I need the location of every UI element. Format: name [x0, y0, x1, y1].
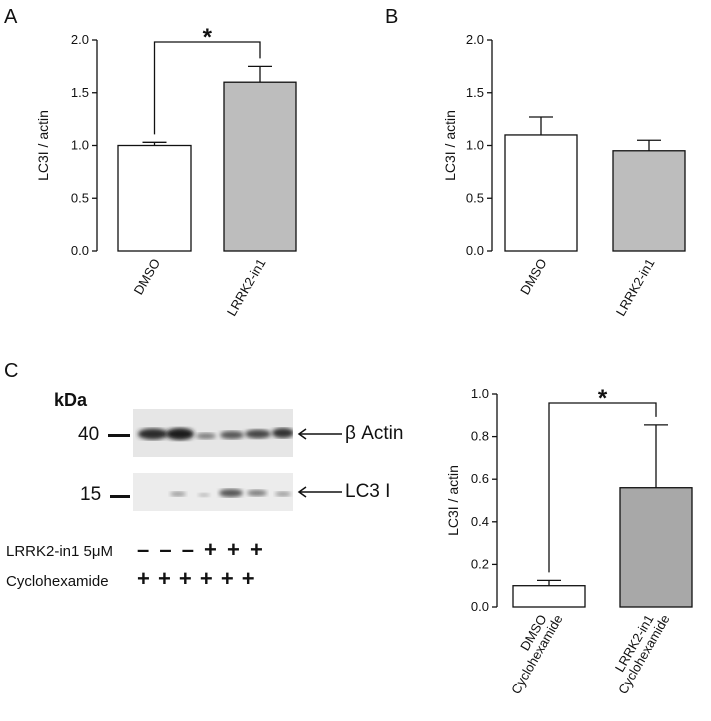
- marker-40: 40: [78, 424, 100, 445]
- chart-b-y-tick-label: 2.0: [466, 32, 484, 47]
- chart-b-bar-2: [612, 150, 686, 252]
- chart-a-y-tick-label: 1.5: [71, 85, 89, 100]
- panel-letter-c: C: [4, 360, 19, 382]
- chart-c-bar-2: [619, 487, 693, 608]
- chart-c-significance-bracket: [548, 402, 657, 573]
- chart-b-y-tick-label: 1.0: [466, 138, 484, 153]
- treatment-label-cyclohexamide: Cyclohexamide: [6, 573, 109, 590]
- marker-15: 15: [80, 484, 102, 505]
- chart-b-y-tick-label: 0.5: [466, 190, 484, 205]
- chart-a-significance-star: *: [203, 24, 213, 51]
- chart-c-significance-star: *: [598, 385, 608, 412]
- chart-c-y-tick-label: 0.0: [471, 599, 489, 614]
- western-blot: kDa 40 15 β Actin: [0, 380, 420, 610]
- actin-band-4: [220, 431, 244, 439]
- treatment-marks-cyclohexamide: + + + + + +: [137, 566, 255, 591]
- chart-c-bar-1: [512, 585, 586, 608]
- band-label-lc3: LC3 I: [345, 481, 391, 502]
- actin-band-3: [196, 433, 216, 439]
- panel-letter-a: A: [4, 6, 18, 28]
- chart-a-y-tick-label: 2.0: [71, 32, 89, 47]
- chart-c-y-tick-label: 0.4: [471, 514, 489, 529]
- blot-strip-lc3: [133, 473, 293, 511]
- treatment-label-inhibitor: LRRK2-in1 5μM: [6, 543, 114, 560]
- chart-a-category-label-1: DMSO: [131, 256, 163, 297]
- actin-band-6: [272, 428, 294, 438]
- chart-b-bar-1: [504, 134, 578, 252]
- chart-a-y-tick-label: 1.0: [71, 138, 89, 153]
- chart-b-category-label-2: LRRK2-in1: [613, 256, 658, 319]
- chart-b-y-label: LC3I / actin: [442, 110, 458, 181]
- lc3-band-2: [170, 491, 186, 497]
- marker-15-tick: [110, 495, 130, 498]
- blot-strip-actin: [133, 409, 294, 457]
- chart-a-bar-2: [223, 81, 297, 252]
- chart-b-y-tick-label: 1.5: [466, 85, 484, 100]
- chart-a-y-tick-label: 0.0: [71, 243, 89, 258]
- chart-a-bar-1: [117, 144, 192, 252]
- chart-c-y-label: LC3I / actin: [445, 465, 461, 536]
- band-label-actin: β Actin: [345, 423, 404, 444]
- chart-a-y-label: LC3I / actin: [35, 110, 51, 181]
- lc3-band-4: [219, 489, 243, 497]
- chart-a-category-label-2: LRRK2-in1: [224, 256, 269, 319]
- actin-bands: [138, 428, 294, 440]
- kda-label: kDa: [54, 390, 88, 410]
- actin-band-5: [245, 429, 271, 439]
- chart-c-y-tick-label: 1.0: [471, 386, 489, 401]
- chart-b-category-label-1: DMSO: [517, 256, 549, 297]
- arrow-actin: [297, 428, 342, 440]
- lc3-bands: [170, 489, 291, 497]
- chart-c-y-tick-label: 0.6: [471, 471, 489, 486]
- chart-a-y-tick-label: 0.5: [71, 190, 89, 205]
- treatment-marks-inhibitor: – – – + + +: [137, 537, 263, 562]
- marker-40-tick: [108, 434, 130, 437]
- lc3-band-3: [198, 493, 210, 497]
- panel-letter-b: B: [385, 6, 399, 28]
- chart-b-y-tick-label: 0.0: [466, 243, 484, 258]
- lc3-band-6: [275, 491, 291, 497]
- arrow-lc3: [297, 486, 342, 498]
- chart-a-significance-bracket: [153, 41, 261, 135]
- chart-c-y-tick-label: 0.8: [471, 429, 489, 444]
- actin-band-1: [138, 428, 168, 440]
- lc3-band-5: [247, 490, 267, 496]
- actin-band-2: [166, 428, 194, 440]
- chart-c-y-tick-label: 0.2: [471, 556, 489, 571]
